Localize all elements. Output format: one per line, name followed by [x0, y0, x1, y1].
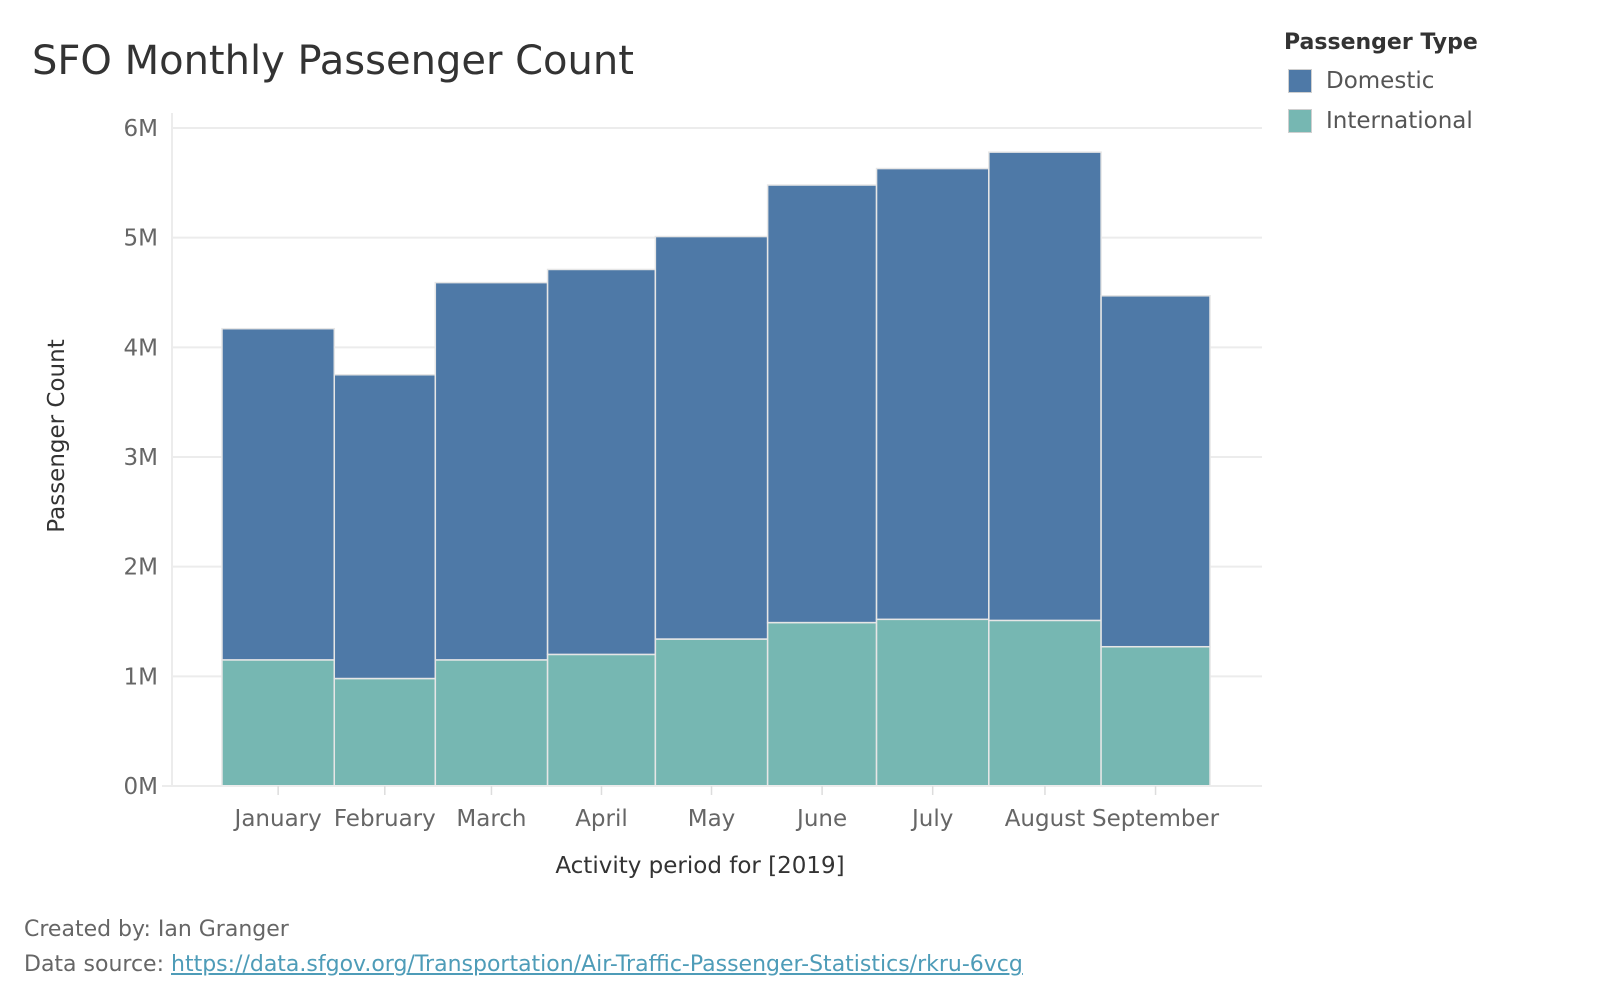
- bar-domestic-march: [434, 281, 549, 661]
- bar-domestic-january: [221, 327, 336, 661]
- chart-title: SFO Monthly Passenger Count: [32, 38, 634, 84]
- x-tick-label: January: [233, 806, 322, 832]
- legend-label-international: International: [1326, 108, 1473, 134]
- bar-domestic-july: [875, 167, 990, 621]
- legend-swatch-international: [1288, 109, 1312, 133]
- legend-swatch-domestic: [1288, 69, 1312, 93]
- y-tick-label: 1M: [124, 664, 158, 690]
- y-tick-label: 2M: [124, 555, 158, 581]
- bar-international-april: [546, 653, 657, 787]
- y-axis-title: Passenger Count: [44, 339, 70, 532]
- y-tick-label: 6M: [124, 116, 158, 142]
- bar-international-september: [1100, 645, 1211, 787]
- bar-international-february: [333, 677, 437, 787]
- bar-domestic-june: [766, 184, 878, 624]
- y-tick-label: 4M: [124, 335, 158, 361]
- bar-international-august: [988, 619, 1102, 787]
- x-tick-label: September: [1092, 806, 1220, 832]
- bar-domestic-february: [333, 374, 437, 680]
- y-tick-label: 3M: [124, 445, 158, 471]
- bar-domestic-may: [654, 235, 769, 640]
- legend-label-domestic: Domestic: [1326, 68, 1435, 94]
- created-by-text: Created by: Ian Granger: [24, 917, 289, 942]
- x-tick-label: June: [795, 806, 847, 832]
- bar-international-june: [766, 621, 878, 787]
- x-axis-title: Activity period for [2019]: [555, 853, 844, 879]
- footer: Created by: Ian Granger Data source: htt…: [24, 912, 1023, 982]
- legend-item-domestic[interactable]: Domestic: [1284, 61, 1478, 101]
- bar-international-july: [875, 618, 990, 787]
- legend-title: Passenger Type: [1284, 30, 1478, 55]
- axes: 0M 1M 2M 3M 4M 5M 6M January February March April M…: [124, 113, 1262, 832]
- x-tick-label: March: [456, 806, 526, 832]
- data-source-line: Data source: https://data.sfgov.org/Tran…: [24, 947, 1023, 982]
- bar-domestic-august: [988, 151, 1102, 622]
- x-tick-label: February: [334, 806, 436, 832]
- bar-international-may: [654, 638, 769, 787]
- bar-domestic-april: [546, 268, 657, 656]
- y-tick-label: 0M: [124, 774, 158, 800]
- data-source-label: Data source:: [24, 952, 171, 977]
- bar-international-january: [221, 659, 336, 787]
- data-source-link[interactable]: https://data.sfgov.org/Transportation/Ai…: [171, 952, 1023, 977]
- legend-item-international[interactable]: International: [1284, 101, 1478, 141]
- x-tick-label: April: [575, 806, 628, 832]
- x-tick-label: May: [688, 806, 736, 832]
- bar-domestic-september: [1100, 295, 1211, 648]
- bar-international-march: [434, 659, 549, 787]
- bars: [221, 151, 1211, 787]
- x-tick-label: August: [1005, 806, 1086, 832]
- y-tick-label: 5M: [124, 226, 158, 252]
- x-tick-label: July: [910, 806, 953, 832]
- legend: Passenger Type Domestic International: [1284, 30, 1478, 141]
